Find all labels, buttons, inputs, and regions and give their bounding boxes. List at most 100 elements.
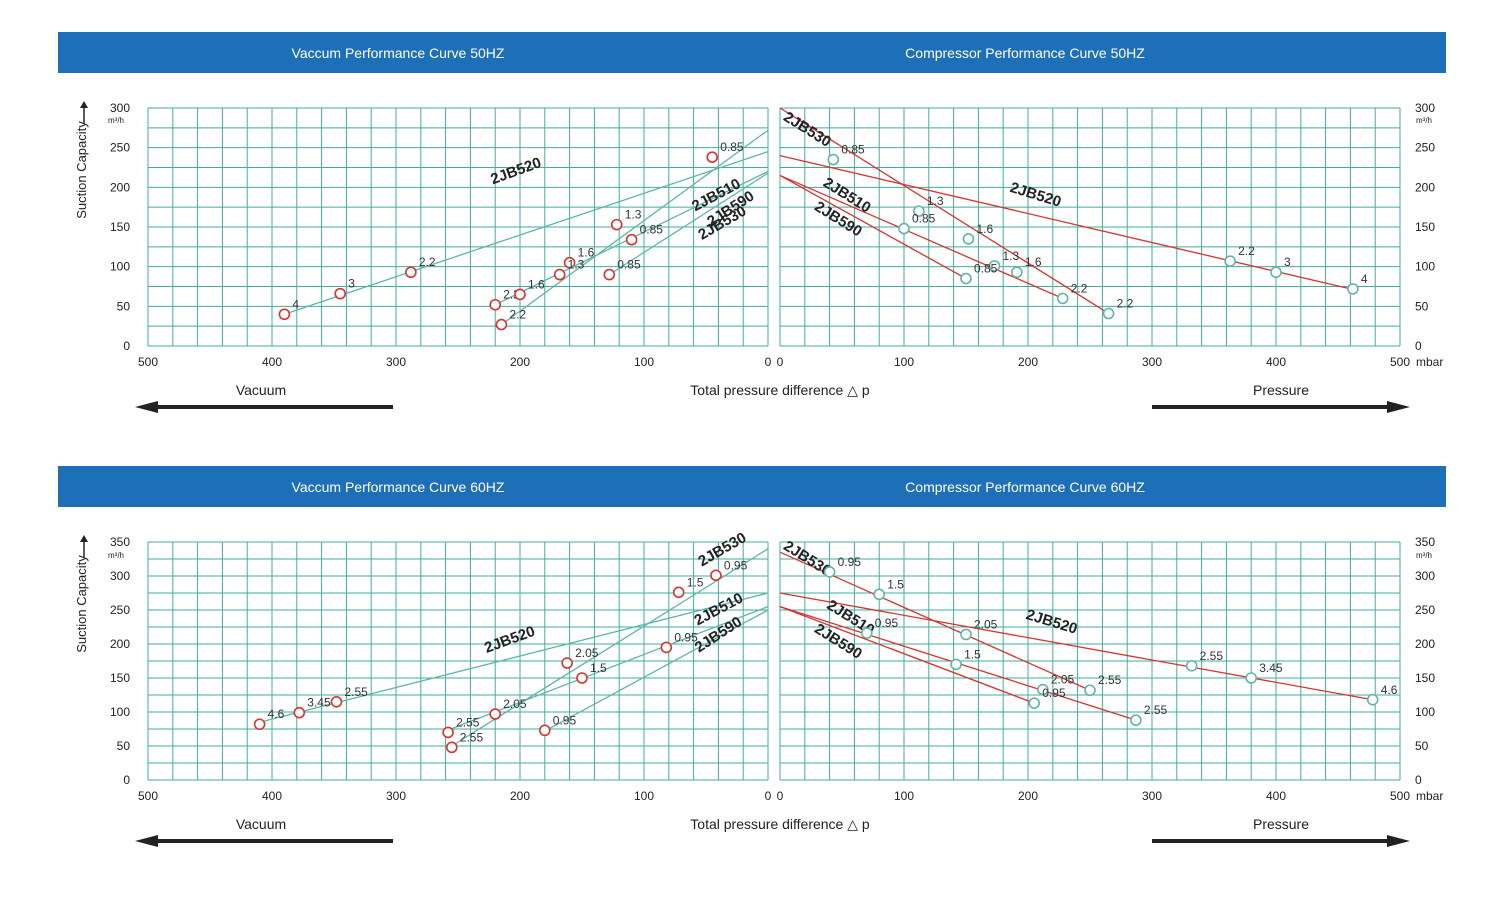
- grid: [779, 107, 1401, 347]
- series-label: 2JB520: [488, 154, 543, 188]
- data-point: [1056, 292, 1069, 305]
- data-point: [514, 288, 526, 301]
- data-point: [1102, 307, 1115, 320]
- data-point-label: 4: [1361, 272, 1368, 286]
- data-point-label: 2.55: [1144, 703, 1168, 717]
- y-tick-label: 100: [110, 705, 130, 719]
- data-point: [489, 298, 502, 311]
- x-tick-label: 100: [634, 789, 654, 803]
- series-label: 2JB520: [482, 623, 537, 657]
- data-point-label: 0.95: [1042, 686, 1066, 700]
- data-point: [950, 658, 962, 671]
- y-tick-label: 350: [1415, 535, 1435, 549]
- series-line: [501, 129, 769, 326]
- x-tick-label: 200: [1018, 355, 1038, 369]
- series-line: [779, 605, 1035, 704]
- x-unit-60hz: mbar: [1416, 789, 1443, 803]
- y-unit-left-60hz: m³/h: [108, 551, 124, 560]
- x-tick-label: 200: [1018, 789, 1038, 803]
- y-tick-label: 0: [123, 773, 130, 787]
- data-point: [960, 628, 972, 641]
- data-point-label: 0.95: [674, 630, 698, 644]
- data-point-label: 1.3: [1003, 249, 1020, 263]
- data-point: [672, 586, 685, 599]
- x-tick-label: 400: [1266, 355, 1286, 369]
- data-point-label: 1.6: [578, 246, 595, 260]
- data-point: [962, 233, 975, 245]
- data-point-label: 3: [1284, 255, 1291, 269]
- data-point-label: 2.55: [460, 730, 484, 744]
- y-tick-label: 50: [117, 739, 131, 753]
- x-axis-title-50hz: Total pressure difference △ p: [690, 382, 870, 398]
- chart-panel-2: 500 400 300 200 100 0 0 50 100 150 200 250 300 350 2JB…: [110, 529, 772, 803]
- x-tick-label: 400: [1266, 789, 1286, 803]
- data-point-label: 1.3: [625, 208, 642, 222]
- pressure-label-50hz: Pressure: [1253, 382, 1309, 398]
- data-point: [278, 308, 291, 321]
- data-point-label: 0.85: [974, 262, 998, 276]
- y-tick-label: 200: [1415, 180, 1435, 194]
- data-point: [823, 566, 836, 578]
- x-unit-50hz: mbar: [1416, 355, 1443, 369]
- y-unit-right-60hz: m³/h: [1416, 551, 1432, 560]
- x-tick-label: 500: [138, 789, 158, 803]
- series-line: [451, 548, 769, 747]
- x-tick-label: 0: [765, 355, 772, 369]
- y-tick-label: 50: [1415, 739, 1429, 753]
- data-point: [1185, 659, 1198, 672]
- grid: [147, 107, 769, 347]
- data-point: [873, 588, 886, 601]
- data-point: [576, 672, 588, 684]
- data-point-label: 2.2: [509, 308, 526, 322]
- data-point-label: 0.95: [553, 713, 577, 727]
- data-point-label: 1.6: [1025, 255, 1042, 269]
- x-tick-label: 200: [510, 789, 530, 803]
- y-tick-label: 150: [110, 220, 130, 234]
- data-point: [988, 260, 1001, 272]
- data-point-label: 0.85: [720, 140, 744, 154]
- data-point: [442, 726, 454, 739]
- data-point-label: 1.3: [927, 194, 944, 208]
- series-line: [608, 172, 769, 276]
- y-axis-arrow-60hz: [80, 535, 88, 558]
- data-point-label: 0.85: [912, 212, 936, 226]
- grid: [779, 541, 1401, 781]
- y-tick-label: 200: [110, 637, 130, 651]
- data-point-label: 3.45: [307, 696, 331, 710]
- x-tick-label: 500: [138, 355, 158, 369]
- x-tick-label: 100: [894, 789, 914, 803]
- data-point: [603, 268, 616, 281]
- data-point-label: 2.2: [1117, 296, 1134, 310]
- series-line: [779, 154, 1351, 290]
- data-point: [553, 268, 566, 281]
- data-point: [1366, 693, 1379, 706]
- pressure-label-60hz: Pressure: [1253, 816, 1309, 832]
- data-point: [710, 569, 722, 582]
- chart-panel-3: 0 100 200 300 400 500 0 50 100 150 200 250 300 350 2JB…: [777, 535, 1436, 803]
- y-axis-title-60hz: Suction Capacity: [74, 555, 89, 653]
- data-point-label: 3: [348, 277, 355, 291]
- title-vacuum-50hz: Vaccum Performance Curve 50HZ: [292, 45, 505, 61]
- y-tick-label: 100: [1415, 260, 1435, 274]
- title-compressor-50hz: Compressor Performance Curve 50HZ: [905, 45, 1145, 61]
- data-point-label: 4.6: [1381, 683, 1398, 697]
- x-tick-label: 200: [510, 355, 530, 369]
- data-point-label: 2.55: [456, 715, 480, 729]
- x-axis-title-60hz: Total pressure difference △ p: [690, 816, 870, 832]
- chart-panel-1: 0 100 200 300 400 500 0 50 100 150 200 250 300 2JB530…: [777, 101, 1436, 369]
- y-tick-label: 250: [110, 141, 130, 155]
- series-line: [779, 174, 1063, 299]
- data-point: [1270, 266, 1282, 279]
- data-point: [405, 266, 417, 279]
- data-point: [660, 641, 673, 654]
- x-tick-label: 300: [386, 355, 406, 369]
- data-point: [293, 706, 306, 719]
- data-point-label: 1.5: [887, 577, 904, 591]
- data-point: [1011, 266, 1023, 279]
- data-point: [610, 218, 623, 231]
- x-tick-label: 400: [262, 789, 282, 803]
- data-point: [538, 724, 551, 737]
